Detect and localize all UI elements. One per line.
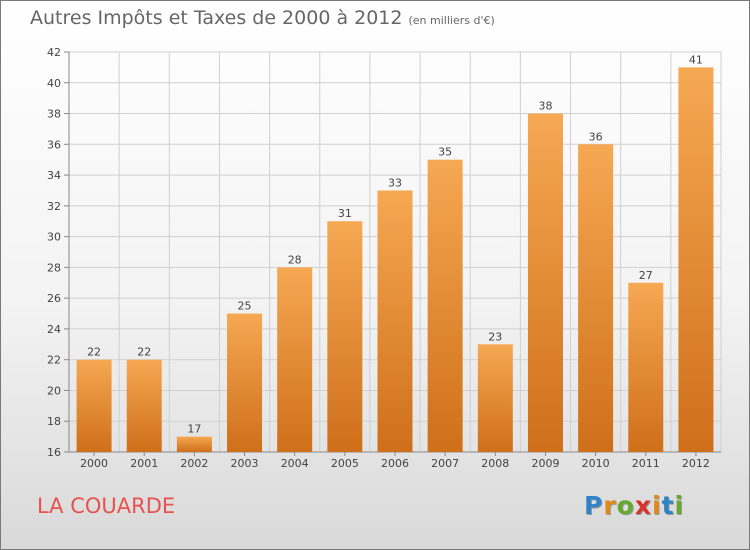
bar bbox=[427, 159, 463, 452]
logo-letter: x bbox=[634, 491, 652, 520]
bar-value-label: 38 bbox=[538, 100, 552, 113]
y-tick-label: 26 bbox=[47, 292, 61, 305]
bar-layer bbox=[76, 67, 714, 453]
logo-letter: i bbox=[652, 491, 662, 520]
bar bbox=[227, 313, 263, 452]
y-tick-label: 28 bbox=[47, 261, 61, 274]
x-tick-label: 2000 bbox=[80, 457, 108, 470]
logo-letter: o bbox=[616, 491, 635, 520]
x-tick-label: 2001 bbox=[130, 457, 158, 470]
logo-letter: i bbox=[674, 491, 685, 520]
y-tick-label: 20 bbox=[47, 384, 61, 397]
bar-value-label: 41 bbox=[689, 53, 703, 66]
y-tick-label: 40 bbox=[47, 77, 61, 90]
y-tick-label: 16 bbox=[47, 446, 61, 459]
bar-value-label: 36 bbox=[589, 130, 603, 143]
logo-letter: t bbox=[661, 491, 675, 520]
x-tick-label: 2004 bbox=[281, 457, 309, 470]
x-tick-label: 2003 bbox=[231, 457, 259, 470]
chart-title-main: Autres Impôts et Taxes de 2000 à 2012 bbox=[30, 7, 403, 29]
bar bbox=[76, 359, 112, 452]
y-tick-label: 24 bbox=[47, 323, 61, 336]
bar bbox=[176, 436, 212, 452]
x-tick-label: 2012 bbox=[682, 457, 710, 470]
y-tick-label: 32 bbox=[47, 200, 61, 213]
logo-letter: r bbox=[603, 491, 617, 520]
bar-value-label: 33 bbox=[388, 176, 402, 189]
label-layer: 22 2000 22 2001 17 2002 25 2003 28 2004 31 2005 33 20… bbox=[80, 53, 710, 470]
bar bbox=[126, 359, 162, 452]
y-tick-label: 36 bbox=[47, 138, 61, 151]
x-tick-label: 2010 bbox=[582, 457, 610, 470]
y-tick-label: 18 bbox=[47, 415, 61, 428]
bar-value-label: 25 bbox=[238, 300, 252, 313]
bar-value-label: 22 bbox=[137, 346, 151, 359]
bar bbox=[578, 144, 614, 453]
bar-value-label: 31 bbox=[338, 207, 352, 220]
bar bbox=[527, 113, 563, 453]
x-tick-label: 2008 bbox=[481, 457, 509, 470]
x-tick-label: 2006 bbox=[381, 457, 409, 470]
logo-letter: P bbox=[584, 491, 604, 520]
x-tick-label: 2007 bbox=[431, 457, 459, 470]
bar-value-label: 17 bbox=[187, 423, 201, 436]
bar-value-label: 22 bbox=[87, 346, 101, 359]
y-tick-label: 42 bbox=[47, 46, 61, 59]
proxiti-logo: Proxiti bbox=[584, 491, 684, 520]
y-tick-label: 30 bbox=[47, 231, 61, 244]
bar-value-label: 27 bbox=[639, 269, 653, 282]
bar bbox=[628, 282, 664, 452]
chart-unit-note: (en milliers d'€) bbox=[408, 14, 495, 27]
bar bbox=[277, 267, 313, 452]
x-tick-label: 2011 bbox=[632, 457, 660, 470]
bar-chart: 16 18 20 22 24 26 28 30 32 34 36 38 40 42 22 2000 22 200… bbox=[47, 46, 722, 470]
x-tick-label: 2005 bbox=[331, 457, 359, 470]
x-tick-label: 2009 bbox=[531, 457, 559, 470]
y-tick-label: 34 bbox=[47, 169, 61, 182]
bar-value-label: 23 bbox=[488, 330, 502, 343]
chart-title: Autres Impôts et Taxes de 2000 à 2012 (en… bbox=[30, 7, 495, 29]
bar-value-label: 35 bbox=[438, 146, 452, 159]
y-tick-label: 38 bbox=[47, 108, 61, 121]
bar bbox=[678, 67, 714, 452]
x-tick-label: 2002 bbox=[180, 457, 208, 470]
bar bbox=[377, 190, 413, 452]
bar-value-label: 28 bbox=[288, 253, 302, 266]
bar bbox=[327, 221, 363, 452]
y-tick-label: 22 bbox=[47, 354, 61, 367]
commune-name: LA COUARDE bbox=[37, 494, 176, 518]
bar bbox=[477, 344, 513, 452]
